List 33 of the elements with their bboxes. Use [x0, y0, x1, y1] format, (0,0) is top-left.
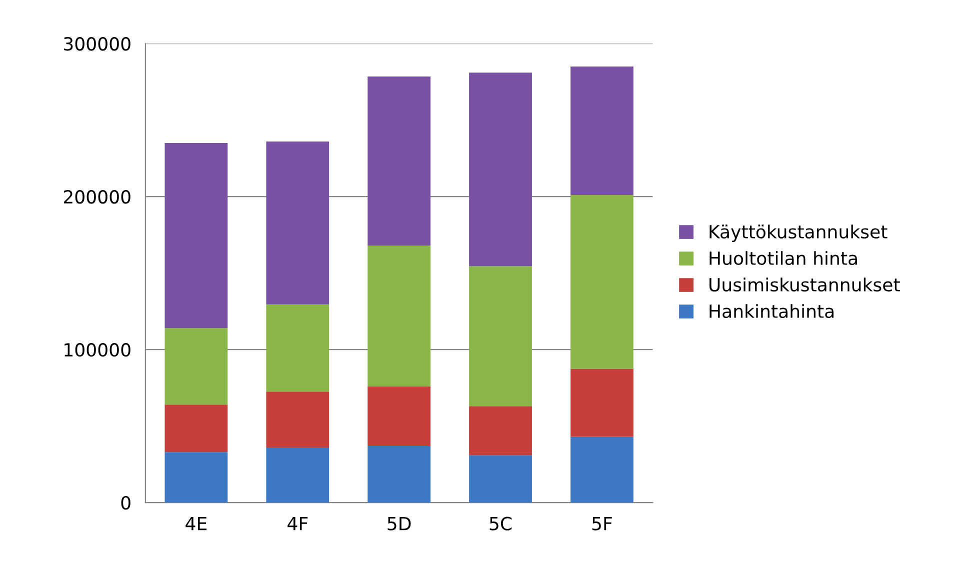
legend-label: Uusimiskustannukset [710, 278, 900, 292]
bar [266, 141, 330, 304]
bar [164, 328, 228, 405]
bar [469, 266, 532, 406]
bar [570, 195, 634, 369]
bar [368, 446, 431, 503]
x-tick-label: 5F [592, 517, 612, 530]
bar [266, 447, 330, 503]
bar [469, 406, 532, 456]
legend-label: Huoltotilan hinta [710, 251, 857, 266]
bar [469, 72, 532, 266]
bar [164, 143, 228, 328]
x-tick-label: 5C [490, 516, 512, 530]
y-tick-label: 300000 [64, 37, 130, 51]
bar [266, 392, 330, 448]
bar [164, 452, 228, 503]
bar [469, 455, 532, 503]
bar [368, 246, 431, 386]
bar [570, 368, 634, 437]
x-tick-label: 5D [388, 517, 411, 530]
bar [368, 76, 431, 246]
x-tick-label: 4F [288, 517, 308, 530]
y-tick-label: 100000 [64, 343, 130, 357]
bar [570, 436, 634, 503]
bar [164, 404, 228, 452]
legend-label: Käyttökustannukset [710, 224, 888, 242]
legend-label: Hankintahinta [710, 304, 834, 318]
bar [266, 304, 330, 392]
bar [570, 66, 634, 196]
x-tick-label: 4E [186, 517, 206, 530]
y-tick-label: 0 [121, 496, 130, 510]
y-tick-label: 200000 [64, 190, 130, 204]
bar [368, 386, 431, 446]
